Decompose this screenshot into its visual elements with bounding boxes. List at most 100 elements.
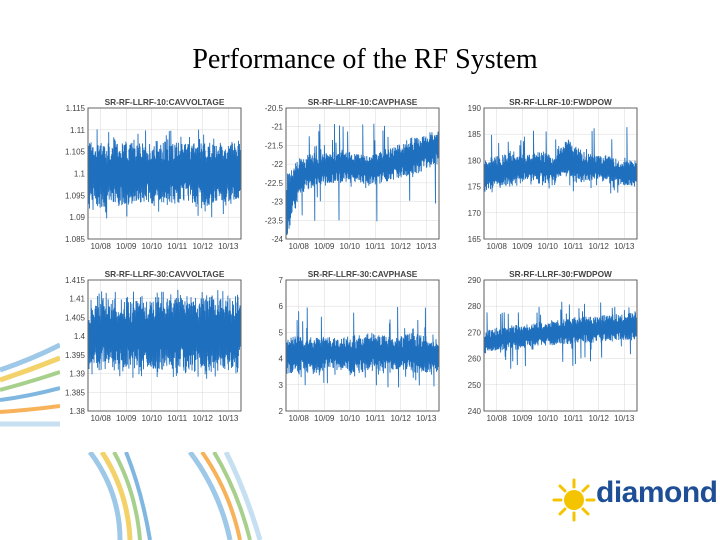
diamond-logo: diamond (552, 474, 718, 526)
plot-frame (285, 107, 440, 240)
chart-cavvoltage-10: SR-RF-LLRF-10:CAVVOLTAGE 1.115 1.11 1.105 1.… (65, 97, 242, 251)
chart-panel: SR-RF-LLRF-30:CAVPHASE 7 6 5 4 3 2 10/08 10/09 10… (253, 267, 448, 432)
series-trace (484, 127, 637, 194)
logo-wordmark: diamond (596, 476, 718, 509)
y-tick-label: 1.405 (65, 313, 86, 322)
y-tick-label: 185 (468, 130, 482, 139)
x-tick-label: 10/11 (563, 242, 583, 251)
x-tick-label: 10/12 (391, 414, 412, 423)
x-tick-label: 10/08 (289, 242, 310, 251)
y-tick-label: 1.09 (69, 213, 85, 222)
x-tick-label: 10/13 (416, 242, 437, 251)
y-tick-label: 180 (468, 156, 482, 165)
x-tick-label: 10/13 (416, 414, 437, 423)
y-tick-label: -24 (271, 235, 283, 244)
series-trace (286, 306, 439, 388)
diamond-star-icon (552, 478, 596, 522)
chart-panel: SR-RF-LLRF-10:CAVPHASE -20.5 -21 -21.5 -22 -2… (253, 95, 448, 260)
y-tick-label: 250 (468, 381, 482, 390)
x-tick-label: 10/10 (142, 414, 163, 423)
x-tick-label: 10/09 (314, 414, 335, 423)
y-tick-label: 280 (468, 302, 482, 311)
series-trace (484, 301, 637, 369)
y-tick-label: 190 (468, 104, 482, 113)
rf-performance-figure: SR-RF-LLRF-10:CAVVOLTAGE 1.115 1.11 1.105 1.… (55, 95, 645, 430)
x-tick-label: 10/08 (487, 242, 508, 251)
y-tick-label: 1.115 (66, 104, 86, 113)
plot-frame (483, 107, 638, 240)
y-tick-label: 260 (468, 355, 482, 364)
chart-title: SR-RF-LLRF-10:CAVPHASE (308, 97, 418, 107)
y-tick-label: -22.5 (265, 179, 284, 188)
chart-panel: SR-RF-LLRF-10:CAVVOLTAGE 1.115 1.11 1.105 1.… (55, 95, 250, 260)
y-tick-label: 1.39 (69, 370, 85, 379)
decorative-swoosh-left (0, 342, 60, 427)
x-tick-label: 10/12 (193, 414, 214, 423)
series-trace (88, 289, 241, 379)
y-tick-label: 1.415 (65, 276, 86, 285)
slide-title: Performance of the RF System (192, 44, 538, 75)
x-tick-label: 10/10 (142, 242, 163, 251)
y-tick-label: -23.5 (265, 216, 284, 225)
y-tick-label: 5 (279, 328, 284, 337)
y-tick-label: -20.5 (265, 104, 284, 113)
x-tick-label: 10/13 (614, 242, 635, 251)
y-tick-label: 175 (468, 183, 482, 192)
y-tick-label: 1.41 (69, 295, 85, 304)
y-tick-label: 4 (279, 355, 284, 364)
chart-cavphase-10: SR-RF-LLRF-10:CAVPHASE -20.5 -21 -21.5 -22 -2… (265, 97, 440, 251)
x-tick-label: 10/11 (167, 242, 187, 251)
x-tick-label: 10/09 (314, 242, 335, 251)
y-tick-label: 240 (468, 407, 482, 416)
y-tick-label: 290 (468, 276, 482, 285)
chart-fwdpow-30: SR-RF-LLRF-30:FWDPOW 290 280 270 260 250 240 10… (468, 269, 638, 423)
chart-title: SR-RF-LLRF-30:FWDPOW (509, 269, 612, 279)
y-tick-label: -21.5 (265, 141, 284, 150)
plot-frame (87, 279, 242, 412)
x-tick-label: 10/12 (193, 242, 214, 251)
x-tick-label: 10/11 (365, 414, 385, 423)
decorative-swoosh-bottom (87, 452, 263, 540)
chart-cavvoltage-30: SR-RF-LLRF-30:CAVVOLTAGE 1.415 1.41 1.405 1.… (65, 269, 242, 423)
x-tick-label: 10/13 (218, 242, 239, 251)
y-tick-label: 7 (279, 276, 284, 285)
y-tick-label: 1.105 (65, 148, 86, 157)
chart-title: SR-RF-LLRF-10:CAVVOLTAGE (105, 97, 225, 107)
plot-frame (483, 279, 638, 412)
y-tick-label: 170 (468, 209, 482, 218)
x-tick-label: 10/09 (512, 414, 533, 423)
x-tick-label: 10/08 (487, 414, 508, 423)
x-tick-label: 10/13 (614, 414, 635, 423)
y-tick-label: -22 (271, 160, 283, 169)
plot-frame (285, 279, 440, 412)
x-tick-label: 10/10 (538, 414, 559, 423)
y-tick-label: 1.11 (70, 126, 86, 135)
y-tick-label: 1.4 (74, 332, 86, 341)
chart-panel: SR-RF-LLRF-30:FWDPOW 290 280 270 260 250 240 10… (451, 267, 646, 432)
series-trace (286, 123, 439, 235)
chart-title: SR-RF-LLRF-10:FWDPOW (509, 97, 612, 107)
chart-title: SR-RF-LLRF-30:CAVVOLTAGE (105, 269, 225, 279)
x-tick-label: 10/08 (91, 242, 112, 251)
y-tick-label: 270 (468, 328, 482, 337)
x-tick-label: 10/09 (116, 414, 137, 423)
chart-cavphase-30: SR-RF-LLRF-30:CAVPHASE 7 6 5 4 3 2 10/08 10/09 10… (279, 269, 440, 423)
x-tick-label: 10/10 (340, 242, 361, 251)
y-tick-label: 1.38 (69, 407, 85, 416)
chart-title: SR-RF-LLRF-30:CAVPHASE (308, 269, 418, 279)
y-tick-label: 6 (279, 302, 284, 311)
x-tick-label: 10/10 (538, 242, 559, 251)
x-tick-label: 10/12 (391, 242, 412, 251)
chart-fwdpow-10: SR-RF-LLRF-10:FWDPOW 190 185 180 175 170 165 10… (468, 97, 638, 251)
y-tick-label: 3 (279, 381, 284, 390)
x-tick-label: 10/11 (365, 242, 385, 251)
x-tick-label: 10/08 (289, 414, 310, 423)
x-tick-label: 10/11 (563, 414, 583, 423)
y-tick-label: 2 (279, 407, 284, 416)
x-tick-label: 10/12 (589, 242, 610, 251)
y-tick-label: 1.095 (65, 191, 86, 200)
y-tick-label: 1.1 (74, 170, 86, 179)
series-trace (88, 129, 241, 219)
y-tick-label: 1.085 (65, 235, 86, 244)
y-tick-label: -23 (271, 198, 283, 207)
